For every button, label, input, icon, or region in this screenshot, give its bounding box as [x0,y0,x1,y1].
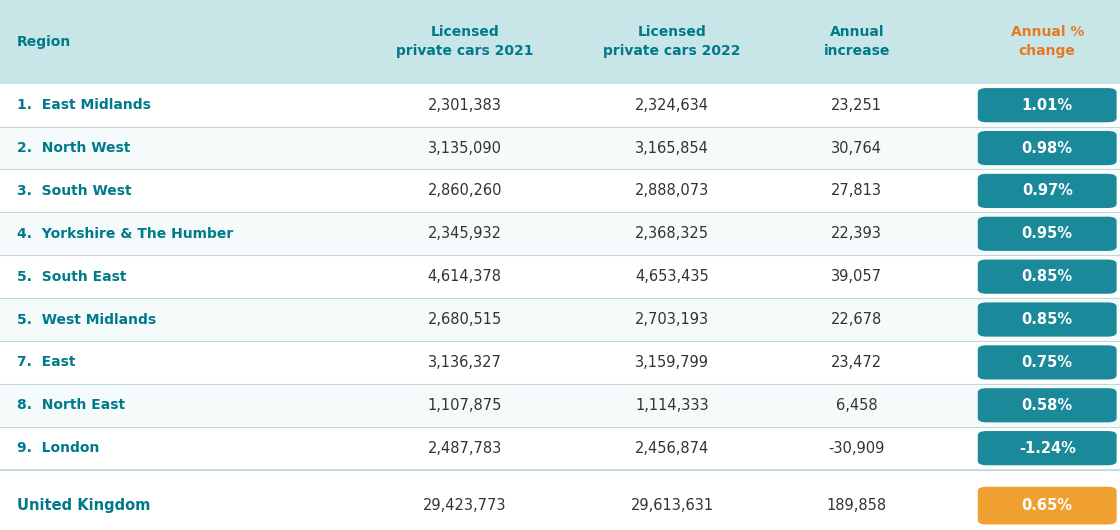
FancyBboxPatch shape [978,260,1117,294]
Text: 3,165,854: 3,165,854 [635,140,709,155]
Text: Annual
increase: Annual increase [823,25,890,58]
Text: 1.  East Midlands: 1. East Midlands [17,98,151,112]
Text: 4,614,378: 4,614,378 [428,269,502,284]
FancyBboxPatch shape [0,170,1120,213]
FancyBboxPatch shape [0,298,1120,341]
Text: 3,136,327: 3,136,327 [428,355,502,370]
FancyBboxPatch shape [0,84,1120,127]
FancyBboxPatch shape [0,213,1120,255]
Text: Licensed
private cars 2021: Licensed private cars 2021 [396,25,533,58]
Text: 2.  North West: 2. North West [17,141,130,155]
Text: 5.  West Midlands: 5. West Midlands [17,313,156,326]
Text: 0.85%: 0.85% [1021,312,1073,327]
Text: Annual %
change: Annual % change [1010,25,1084,58]
Text: 39,057: 39,057 [831,269,883,284]
Text: 0.65%: 0.65% [1021,498,1073,513]
FancyBboxPatch shape [978,388,1117,422]
FancyBboxPatch shape [978,431,1117,465]
FancyBboxPatch shape [978,217,1117,251]
Text: 2,345,932: 2,345,932 [428,226,502,241]
FancyBboxPatch shape [0,341,1120,384]
FancyBboxPatch shape [0,0,1120,84]
Text: 2,888,073: 2,888,073 [635,183,709,198]
Text: United Kingdom: United Kingdom [17,498,150,513]
Text: 0.75%: 0.75% [1021,355,1073,370]
Text: 2,680,515: 2,680,515 [428,312,502,327]
FancyBboxPatch shape [978,174,1117,208]
Text: 29,613,631: 29,613,631 [631,498,713,513]
Text: -1.24%: -1.24% [1019,440,1075,456]
FancyBboxPatch shape [0,127,1120,170]
Text: 22,393: 22,393 [831,226,883,241]
Text: 3,135,090: 3,135,090 [428,140,502,155]
FancyBboxPatch shape [978,487,1117,525]
Text: -30,909: -30,909 [829,440,885,456]
Text: 4,653,435: 4,653,435 [635,269,709,284]
Text: Licensed
private cars 2022: Licensed private cars 2022 [604,25,740,58]
Text: 0.98%: 0.98% [1021,140,1073,155]
Text: 2,301,383: 2,301,383 [428,98,502,113]
Text: 27,813: 27,813 [831,183,883,198]
Text: 6,458: 6,458 [836,398,878,413]
Text: 2,368,325: 2,368,325 [635,226,709,241]
Text: 0.85%: 0.85% [1021,269,1073,284]
Text: Region: Region [17,35,71,49]
FancyBboxPatch shape [978,131,1117,165]
Text: 1,107,875: 1,107,875 [428,398,502,413]
FancyBboxPatch shape [0,255,1120,298]
FancyBboxPatch shape [0,384,1120,427]
Text: 7.  East: 7. East [17,356,75,369]
Text: 4.  Yorkshire & The Humber: 4. Yorkshire & The Humber [17,227,233,241]
FancyBboxPatch shape [978,88,1117,122]
Text: 2,487,783: 2,487,783 [428,440,502,456]
Text: 1,114,333: 1,114,333 [635,398,709,413]
Text: 0.58%: 0.58% [1021,398,1073,413]
Text: 9.  London: 9. London [17,441,100,455]
Text: 23,251: 23,251 [831,98,883,113]
Text: 0.97%: 0.97% [1021,183,1073,198]
FancyBboxPatch shape [978,346,1117,379]
Text: 2,456,874: 2,456,874 [635,440,709,456]
Text: 2,324,634: 2,324,634 [635,98,709,113]
Text: 2,703,193: 2,703,193 [635,312,709,327]
Text: 0.95%: 0.95% [1021,226,1073,241]
Text: 22,678: 22,678 [831,312,883,327]
FancyBboxPatch shape [978,303,1117,337]
Text: 8.  North East: 8. North East [17,398,125,412]
FancyBboxPatch shape [0,481,1120,530]
Text: 23,472: 23,472 [831,355,883,370]
Text: 2,860,260: 2,860,260 [428,183,502,198]
Text: 5.  South East: 5. South East [17,270,127,284]
Text: 1.01%: 1.01% [1021,98,1073,113]
Text: 3.  South West: 3. South West [17,184,131,198]
Text: 189,858: 189,858 [827,498,887,513]
Text: 29,423,773: 29,423,773 [423,498,506,513]
FancyBboxPatch shape [0,427,1120,470]
Text: 3,159,799: 3,159,799 [635,355,709,370]
Text: 30,764: 30,764 [831,140,883,155]
